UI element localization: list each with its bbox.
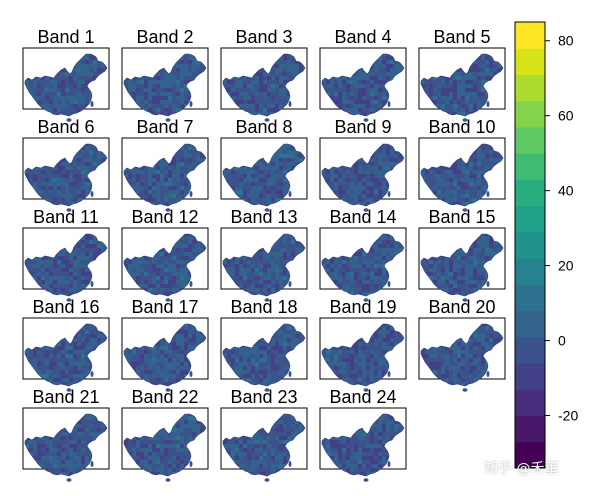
panel-title: Band 2 [136, 27, 193, 47]
colorbar-segment [515, 22, 545, 49]
colorbar-segment [515, 48, 545, 75]
colorbar-tick-label: 40 [558, 183, 574, 199]
panel-title: Band 6 [37, 117, 94, 137]
panel-title: Band 19 [329, 297, 396, 317]
panel-title: Band 21 [32, 387, 99, 407]
band-panel: Band 10 [418, 117, 506, 212]
panel-title: Band 23 [230, 387, 297, 407]
colorbar: 80 60 40 20 0 -20 [514, 21, 578, 469]
panel-title: Band 5 [433, 27, 490, 47]
panel-title: Band 18 [230, 297, 297, 317]
band-panel: Band 5 [418, 27, 506, 122]
band-panel: Band 4 [319, 27, 407, 122]
panel-title: Band 10 [428, 117, 495, 137]
colorbar-segment [515, 310, 545, 338]
colorbar-segment [515, 231, 545, 259]
band-panel: Band 9 [319, 117, 407, 212]
band-panel: Band 16 [22, 297, 110, 392]
panel-title: Band 3 [235, 27, 292, 47]
colorbar-segment [515, 258, 545, 285]
colorbar-segment [515, 74, 545, 102]
colorbar-tick-label: 20 [558, 258, 574, 274]
colorbar-segment [515, 336, 545, 364]
band-panel: Band 2 [121, 27, 209, 122]
colorbar-segment [515, 153, 545, 180]
panel-title: Band 13 [230, 207, 297, 227]
colorbar-segment [515, 100, 545, 128]
band-panel: Band 18 [220, 297, 308, 392]
colorbar-segment [515, 284, 545, 312]
panel-title: Band 20 [428, 297, 495, 317]
panel-title: Band 15 [428, 207, 495, 227]
band-panel: Band 19 [319, 297, 407, 392]
band-panel: Band 23 [220, 387, 308, 482]
panel-title: Band 1 [37, 27, 94, 47]
band-panel: Band 7 [121, 117, 209, 212]
band-panel: Band 22 [121, 387, 209, 482]
colorbar-segment [515, 415, 545, 443]
panel-title: Band 4 [334, 27, 391, 47]
band-panel: Band 14 [319, 207, 407, 302]
colorbar-tick-label: 60 [558, 108, 574, 124]
band-panel: Band 15 [418, 207, 506, 302]
panel-title: Band 12 [131, 207, 198, 227]
band-panel: Band 24 [319, 387, 407, 482]
band-panel: Band 20 [418, 297, 506, 392]
panel-title: Band 24 [329, 387, 396, 407]
colorbar-tick-label: 0 [558, 333, 566, 349]
band-panel: Band 3 [220, 27, 308, 122]
colorbar-segment [515, 205, 545, 233]
panel-title: Band 11 [33, 207, 99, 227]
band-panel: Band 13 [220, 207, 308, 302]
band-panel: Band 17 [121, 297, 209, 392]
panel-title: Band 9 [334, 117, 391, 137]
colorbar-segment [515, 179, 545, 207]
panel-title: Band 16 [32, 297, 99, 317]
band-panel: Band 1 [22, 27, 110, 122]
colorbar-segment [515, 126, 545, 154]
colorbar-frame [514, 21, 546, 469]
panel-title: Band 22 [131, 387, 198, 407]
band-panel: Band 21 [22, 387, 110, 482]
band-panel: Band 8 [220, 117, 308, 212]
colorbar-segment [515, 363, 545, 390]
band-panel: Band 12 [121, 207, 209, 302]
colorbar-tick-label: -20 [558, 408, 578, 424]
panel-title: Band 8 [235, 117, 292, 137]
panel-title: Band 14 [329, 207, 396, 227]
colorbar-segment [515, 389, 545, 417]
band-panel: Band 11 [22, 207, 110, 302]
colorbar-segment [515, 441, 545, 469]
panel-title: Band 17 [131, 297, 198, 317]
colorbar-tick-label: 80 [558, 33, 574, 49]
panel-title: Band 7 [136, 117, 193, 137]
band-panels: Band 1 Band 2 Band 3 Band 4 Band 5 Band 6 Band… [22, 27, 506, 482]
watermark: 知乎 @禾董 [484, 461, 559, 477]
band-panel: Band 6 [22, 117, 110, 212]
